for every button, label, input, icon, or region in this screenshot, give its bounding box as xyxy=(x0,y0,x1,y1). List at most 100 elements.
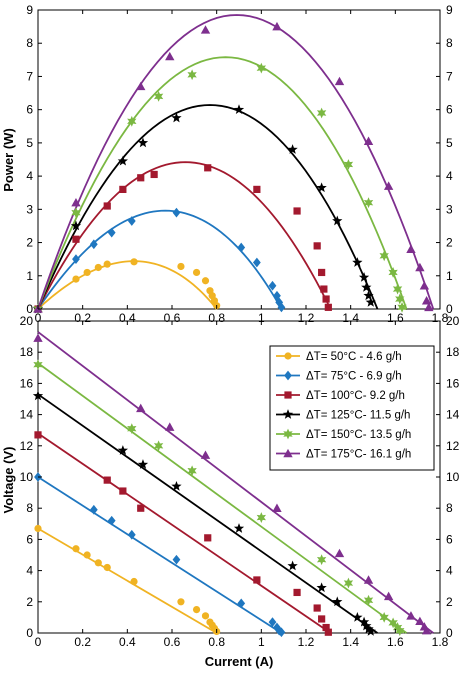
data-point-s125 xyxy=(137,137,149,148)
y-tick-label-right: 8 xyxy=(446,36,453,50)
data-point-s150 xyxy=(363,197,374,209)
legend-label-s50: ΔT= 50°C - 4.6 g/h xyxy=(306,351,402,363)
power-panel: 0 0.2 0.4 0.6 0.8 1 1.2 1.4 1.6 1.80 01 12 23 34 45 56 6… xyxy=(1,3,453,325)
data-point-s100 xyxy=(150,170,158,179)
data-point-s150 xyxy=(395,293,405,305)
y-tick-label: 7 xyxy=(26,69,33,83)
data-point-s100 xyxy=(253,576,261,584)
data-point-s150 xyxy=(256,62,267,74)
data-point-s150 xyxy=(153,90,164,102)
fit-line-s175 xyxy=(37,14,435,310)
data-point-s150 xyxy=(256,512,267,523)
data-point-s50 xyxy=(130,577,138,586)
data-point-s75 xyxy=(268,280,277,291)
data-point-s100 xyxy=(34,431,42,439)
data-point-s150 xyxy=(379,250,389,262)
data-point-s100 xyxy=(119,185,127,193)
y-tick-label-right: 6 xyxy=(446,532,453,546)
y-tick-label-right: 5 xyxy=(446,136,453,150)
data-point-s175 xyxy=(383,181,394,190)
data-point-s100 xyxy=(322,295,330,303)
legend-label-s175: ΔT= 175°C- 16.1 g/h xyxy=(306,449,411,461)
data-point-s100 xyxy=(320,285,328,293)
data-point-s175 xyxy=(272,21,282,31)
y-tick-label: 16 xyxy=(20,376,34,390)
y-tick-label: 5 xyxy=(26,136,33,150)
y-tick-label-right: 16 xyxy=(446,376,460,390)
data-point-s100 xyxy=(318,615,326,623)
data-point-s50 xyxy=(192,268,201,277)
data-point-s150 xyxy=(395,625,405,637)
voltage-axis-ticks: 0 0.2 0.4 0.6 0.8 1 1.2 1.4 1.6 1.80 02 24 46 68 810 10… xyxy=(20,314,460,649)
data-point-s175 xyxy=(136,403,146,413)
y-tick-label-right: 2 xyxy=(446,595,453,609)
y-tick-label: 18 xyxy=(20,345,34,359)
fit-line-s125 xyxy=(37,393,378,634)
data-point-s50 xyxy=(83,551,91,559)
data-point-s150 xyxy=(316,554,327,566)
data-point-s75 xyxy=(107,515,116,526)
data-point-s125 xyxy=(352,257,363,267)
y-tick-label: 2 xyxy=(26,595,33,609)
y-tick-label-right: 20 xyxy=(446,314,460,328)
y-tick-label-right: 10 xyxy=(446,470,460,484)
data-point-s100 xyxy=(103,202,111,210)
data-point-s100 xyxy=(204,164,212,172)
y-tick-label: 6 xyxy=(26,532,33,546)
data-point-s75 xyxy=(277,302,286,313)
legend-label-s150: ΔT= 150°C- 13.5 g/h xyxy=(306,429,411,441)
data-point-s175 xyxy=(406,244,416,253)
data-point-s50 xyxy=(103,260,111,268)
y-tick-label: 4 xyxy=(26,169,33,183)
y-tick-label: 20 xyxy=(20,314,34,328)
data-point-s150 xyxy=(392,622,403,633)
x-tick-label: 0.4 xyxy=(119,635,136,649)
y-tick-label-right: 8 xyxy=(446,501,453,515)
legend-marker-s150 xyxy=(283,428,293,440)
data-point-s175 xyxy=(334,76,345,86)
y-tick-label-right: 7 xyxy=(446,69,453,83)
voltage-data-points xyxy=(32,333,432,638)
x-tick-label: 0.2 xyxy=(74,635,91,649)
data-point-s125 xyxy=(352,612,363,622)
data-point-s50 xyxy=(34,524,42,533)
data-point-s75 xyxy=(237,598,246,609)
data-point-s175 xyxy=(424,302,434,312)
data-point-s75 xyxy=(252,257,261,268)
data-point-s75 xyxy=(107,227,116,238)
data-point-s100 xyxy=(137,504,145,512)
data-point-s100 xyxy=(313,242,321,250)
y-tick-label-right: 4 xyxy=(446,169,453,183)
y-tick-label: 1 xyxy=(26,269,33,283)
data-point-s125 xyxy=(171,480,182,491)
data-point-s125 xyxy=(287,144,298,154)
data-point-s125 xyxy=(365,626,376,636)
data-point-s175 xyxy=(415,262,425,272)
data-point-s50 xyxy=(83,268,91,277)
data-point-s175 xyxy=(200,25,211,34)
data-point-s100 xyxy=(204,534,212,542)
y-tick-label-right: 12 xyxy=(446,439,460,453)
data-point-s125 xyxy=(70,220,82,231)
data-point-s50 xyxy=(72,545,80,553)
data-point-s125 xyxy=(365,296,376,307)
data-point-s125 xyxy=(32,390,44,401)
fit-line-s100 xyxy=(37,432,332,634)
data-point-s50 xyxy=(94,263,102,272)
data-point-s100 xyxy=(103,476,111,484)
data-point-s150 xyxy=(388,267,398,278)
data-point-s175 xyxy=(272,503,282,512)
data-point-s150 xyxy=(33,359,43,371)
fit-line-s50 xyxy=(37,527,218,634)
data-point-s125 xyxy=(117,445,128,455)
x-tick-label: 0 xyxy=(35,635,42,649)
data-point-s100 xyxy=(318,268,326,277)
y-tick-label-right: 9 xyxy=(446,3,453,17)
data-point-s75 xyxy=(277,627,286,638)
data-point-s100 xyxy=(324,303,332,311)
power-y-axis-title: Power (W) xyxy=(1,128,16,192)
x-tick-label: 1.8 xyxy=(432,635,449,649)
data-point-s150 xyxy=(187,69,197,81)
legend-marker-s175 xyxy=(283,448,293,458)
x-axis-title: Current (A) xyxy=(205,654,274,669)
